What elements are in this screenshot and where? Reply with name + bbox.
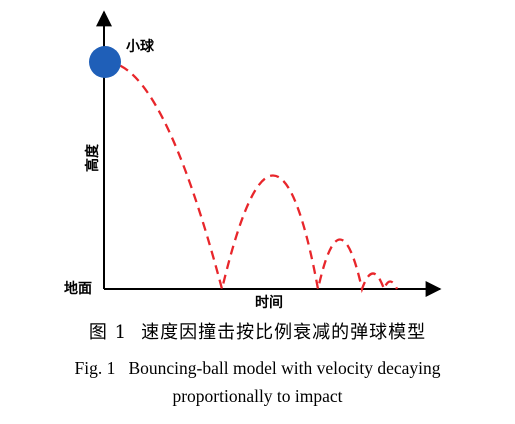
bounce-trajectory (105, 60, 399, 294)
figure-caption-english-line1: Fig. 1 Bouncing-ball model with velocity… (74, 358, 441, 378)
x-axis-label: 时间 (255, 294, 283, 310)
figure-title-chinese: 速度因撞击按比例衰减的弹球模型 (141, 322, 427, 343)
y-axis-label: 高度 (84, 143, 101, 172)
ball (89, 46, 121, 78)
figure-number: 图 1 (88, 322, 128, 343)
bouncing-ball-diagram: 小球 高度 地面 时间 (64, 10, 442, 310)
ground-label: 地面 (64, 280, 92, 297)
ball-label: 小球 (126, 38, 155, 55)
figure-caption-english-line2: proportionally to impact (172, 386, 343, 406)
figure-caption-chinese: 图 1 速度因撞击按比例衰减的弹球模型 (0, 318, 515, 344)
